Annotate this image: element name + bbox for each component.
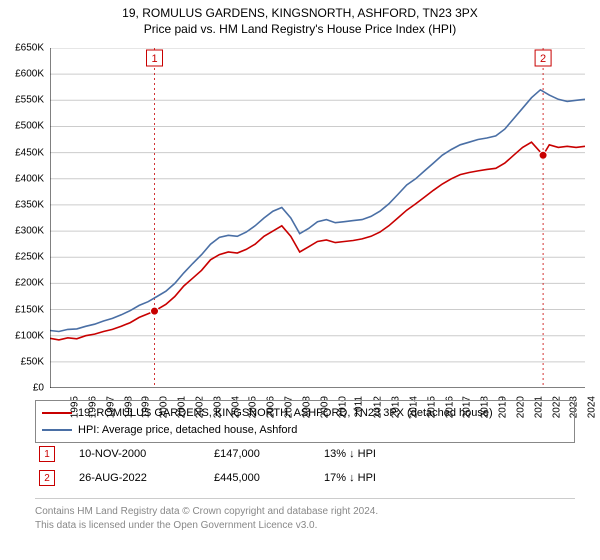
y-tick-label: £350K <box>15 199 44 210</box>
y-tick-label: £600K <box>15 69 44 80</box>
y-tick-label: £50K <box>21 356 44 367</box>
legend-label-property: 19, ROMULUS GARDENS, KINGSNORTH, ASHFORD… <box>78 405 493 422</box>
y-tick-label: £300K <box>15 226 44 237</box>
marker-number-box: 1 <box>39 446 55 462</box>
footer-attribution: Contains HM Land Registry data © Crown c… <box>35 498 575 532</box>
marker-delta: 17% ↓ HPI <box>324 472 444 484</box>
title-address: 19, ROMULUS GARDENS, KINGSNORTH, ASHFORD… <box>0 6 600 20</box>
marker-price: £147,000 <box>214 448 324 460</box>
marker-row: 1 10-NOV-2000£147,00013% ↓ HPI <box>35 442 575 466</box>
footer-line1: Contains HM Land Registry data © Crown c… <box>35 505 575 519</box>
y-tick-label: £0 <box>33 383 44 394</box>
y-tick-label: £100K <box>15 330 44 341</box>
svg-text:2: 2 <box>540 53 546 65</box>
marker-date: 26-AUG-2022 <box>79 472 214 484</box>
marker-price: £445,000 <box>214 472 324 484</box>
x-tick-label: 2024 <box>586 396 597 418</box>
footer-line2: This data is licensed under the Open Gov… <box>35 519 575 533</box>
legend-row-hpi: HPI: Average price, detached house, Ashf… <box>42 422 568 439</box>
y-tick-label: £550K <box>15 95 44 106</box>
y-tick-label: £200K <box>15 278 44 289</box>
chart-container: 19, ROMULUS GARDENS, KINGSNORTH, ASHFORD… <box>0 0 600 560</box>
marker-table: 1 10-NOV-2000£147,00013% ↓ HPI 2 26-AUG-202… <box>35 442 575 490</box>
legend-row-property: 19, ROMULUS GARDENS, KINGSNORTH, ASHFORD… <box>42 405 568 422</box>
chart-svg: 12 <box>50 48 585 388</box>
legend-label-hpi: HPI: Average price, detached house, Ashf… <box>78 422 297 439</box>
marker-row: 2 26-AUG-2022£445,00017% ↓ HPI <box>35 466 575 490</box>
y-tick-label: £500K <box>15 121 44 132</box>
y-tick-label: £400K <box>15 173 44 184</box>
y-tick-label: £150K <box>15 304 44 315</box>
marker-delta: 13% ↓ HPI <box>324 448 444 460</box>
y-tick-label: £450K <box>15 147 44 158</box>
y-tick-label: £650K <box>15 43 44 54</box>
title-subtitle: Price paid vs. HM Land Registry's House … <box>0 22 600 36</box>
title-block: 19, ROMULUS GARDENS, KINGSNORTH, ASHFORD… <box>0 0 600 36</box>
legend-box: 19, ROMULUS GARDENS, KINGSNORTH, ASHFORD… <box>35 400 575 443</box>
marker-date: 10-NOV-2000 <box>79 448 214 460</box>
marker-number-box: 2 <box>39 470 55 486</box>
legend-swatch-property <box>42 412 72 414</box>
svg-text:1: 1 <box>151 53 157 65</box>
y-tick-label: £250K <box>15 252 44 263</box>
legend-swatch-hpi <box>42 429 72 431</box>
